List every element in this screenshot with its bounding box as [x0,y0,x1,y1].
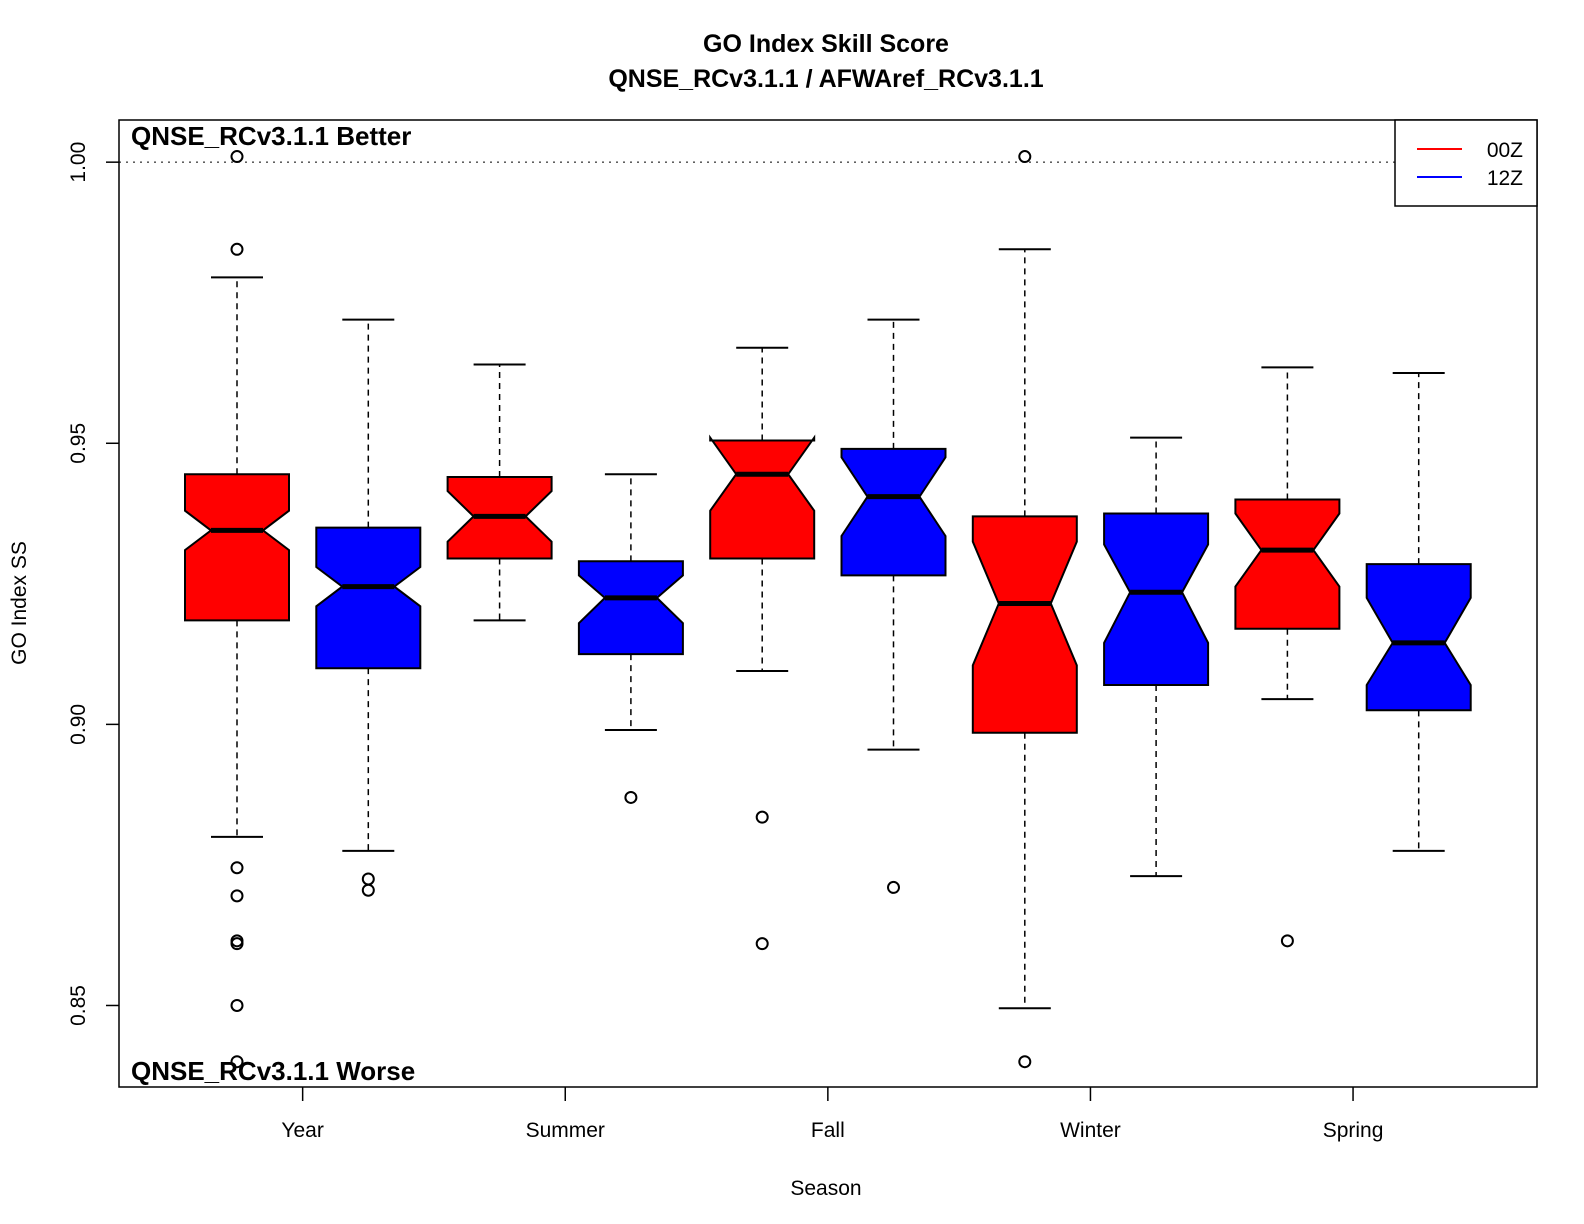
outlier-point [230,150,244,164]
y-axis: 0.85 0.90 0.95 1.00 [67,142,119,1026]
box-00z-spring [1234,366,1341,948]
box-00z-year [184,150,290,1069]
box-12z-summer [577,473,684,804]
box-12z-fall [840,318,947,894]
outlier-point [1280,934,1294,948]
outlier-point [230,242,244,256]
x-tick-label: Year [281,1119,323,1142]
outlier-point [1018,1055,1032,1069]
box-body [1103,512,1210,686]
box-00z-winter [971,150,1078,1069]
box-body [1365,563,1472,712]
outlier-point [230,861,244,875]
box-body [971,515,1078,734]
outlier-point [230,889,244,903]
outlier-point [230,1055,244,1069]
box-00z-fall [709,346,816,951]
x-tick-label: Winter [1060,1119,1121,1142]
outlier-point [361,883,375,897]
annotation-worse: QNSE_RCv3.1.1 Worse [131,1056,415,1086]
y-tick-label: 0.90 [67,704,90,745]
box-body [577,560,684,656]
box-body [1234,498,1341,630]
outlier-point [230,937,244,951]
box-body [840,447,947,577]
x-tick-label: Fall [811,1119,845,1142]
outlier-point [1018,150,1032,164]
box-body [709,434,816,560]
legend-label-00z: 00Z [1487,139,1523,162]
boxes-layer [184,150,1472,1069]
box-12z-year [315,318,422,897]
chart-subtitle: QNSE_RCv3.1.1 / AFWAref_RCv3.1.1 [608,65,1043,93]
x-axis-label: Season [790,1177,861,1200]
box-00z-summer [446,363,553,622]
y-axis-label: GO Index SS [8,541,31,665]
legend: 00Z 12Z [1394,119,1538,207]
outlier-point [361,872,375,886]
outlier-point [887,880,900,894]
x-tick-label: Spring [1323,1119,1384,1142]
outlier-point [755,937,769,951]
legend-box [1394,119,1538,207]
outlier-point [230,998,244,1012]
x-axis: Year Summer Fall Winter Spring [281,1087,1383,1142]
legend-label-12z: 12Z [1487,167,1523,190]
outlier-point [755,810,769,824]
box-body [315,526,422,670]
box-body [184,473,290,622]
y-tick-label: 0.95 [67,423,90,464]
x-tick-label: Summer [526,1119,605,1142]
box-12z-winter [1103,436,1210,878]
annotation-better: QNSE_RCv3.1.1 Better [131,121,411,151]
y-tick-label: 1.00 [67,142,90,183]
y-tick-label: 0.85 [67,985,90,1026]
chart-title: GO Index Skill Score [703,30,949,58]
outlier-point [624,790,638,804]
box-12z-spring [1365,371,1472,852]
